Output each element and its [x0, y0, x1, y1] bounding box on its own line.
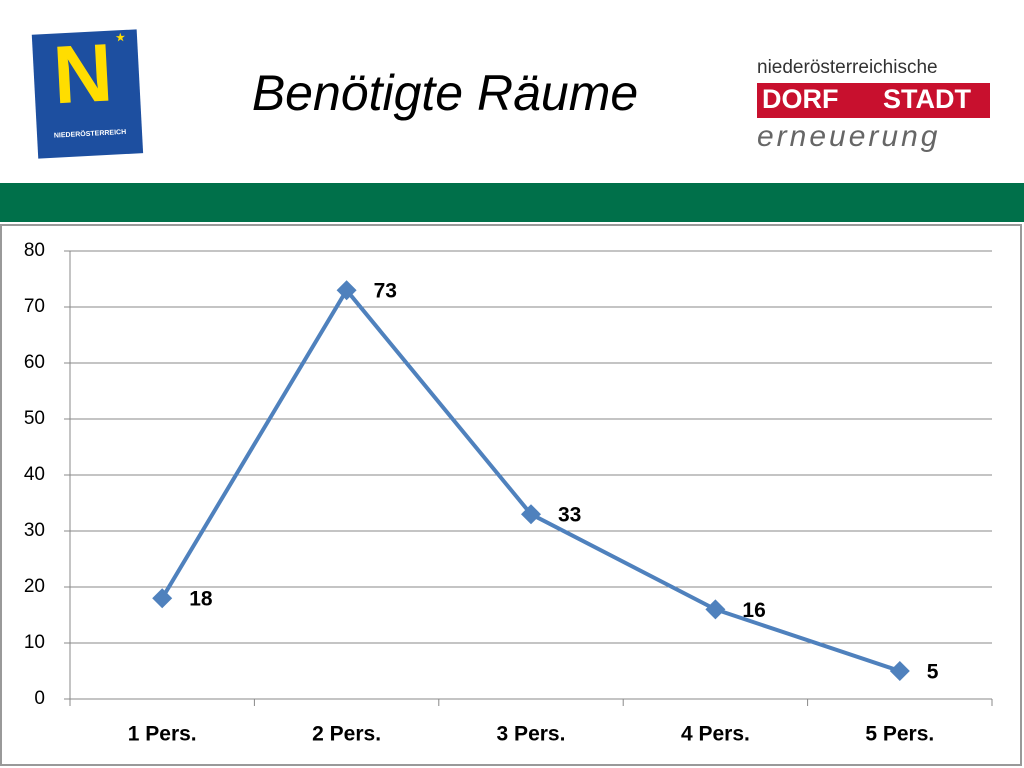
chart-frame — [0, 224, 1022, 766]
y-tick-label: 30 — [24, 520, 45, 541]
x-tick-label: 1 Pers. — [128, 723, 197, 746]
logo-right: niederösterreichische DORF STADT erneuer… — [757, 57, 990, 153]
data-label: 73 — [374, 280, 397, 303]
marker — [889, 661, 910, 681]
logo-right-top: niederösterreichische — [757, 57, 938, 78]
logo-right-right: STADT — [883, 84, 971, 114]
y-tick-label: 60 — [24, 352, 45, 373]
marker — [521, 504, 541, 525]
chart-title: Benötigte Räume — [252, 65, 638, 121]
green-band — [0, 183, 1024, 222]
y-tick-label: 40 — [24, 464, 45, 485]
x-tick-label: 5 Pers. — [865, 723, 934, 746]
logo-star: ★ — [115, 30, 126, 45]
x-tick-label: 2 Pers. — [312, 723, 381, 746]
logo-right-box — [757, 83, 990, 118]
data-label: 16 — [742, 599, 765, 622]
y-tick-label: 10 — [24, 632, 45, 653]
x-tick-label: 4 Pers. — [681, 723, 750, 746]
data-label: 33 — [558, 504, 581, 527]
marker — [336, 280, 357, 301]
logo-right-left: DORF — [762, 84, 839, 114]
marker — [705, 599, 726, 620]
marker — [152, 588, 173, 609]
logo-left: N NIEDERÖSTERREICH ★ — [31, 27, 144, 159]
y-tick-label: 20 — [24, 576, 45, 597]
x-tick-label: 3 Pers. — [497, 723, 566, 746]
logo-letter: N — [51, 27, 115, 121]
data-label: 5 — [927, 661, 939, 684]
y-tick-label: 80 — [24, 240, 45, 261]
y-tick-label: 0 — [34, 688, 45, 709]
chart: 0 10 20 30 40 50 60 70 80 1 Pers. 2 Pers. 3 Pers. 4 … — [24, 240, 993, 746]
data-label: 18 — [189, 588, 213, 611]
y-tick-label: 50 — [24, 408, 45, 429]
y-tick-label: 70 — [24, 296, 45, 317]
logo-left-box — [31, 29, 144, 159]
logo-right-bottom: erneuerung — [757, 120, 940, 153]
